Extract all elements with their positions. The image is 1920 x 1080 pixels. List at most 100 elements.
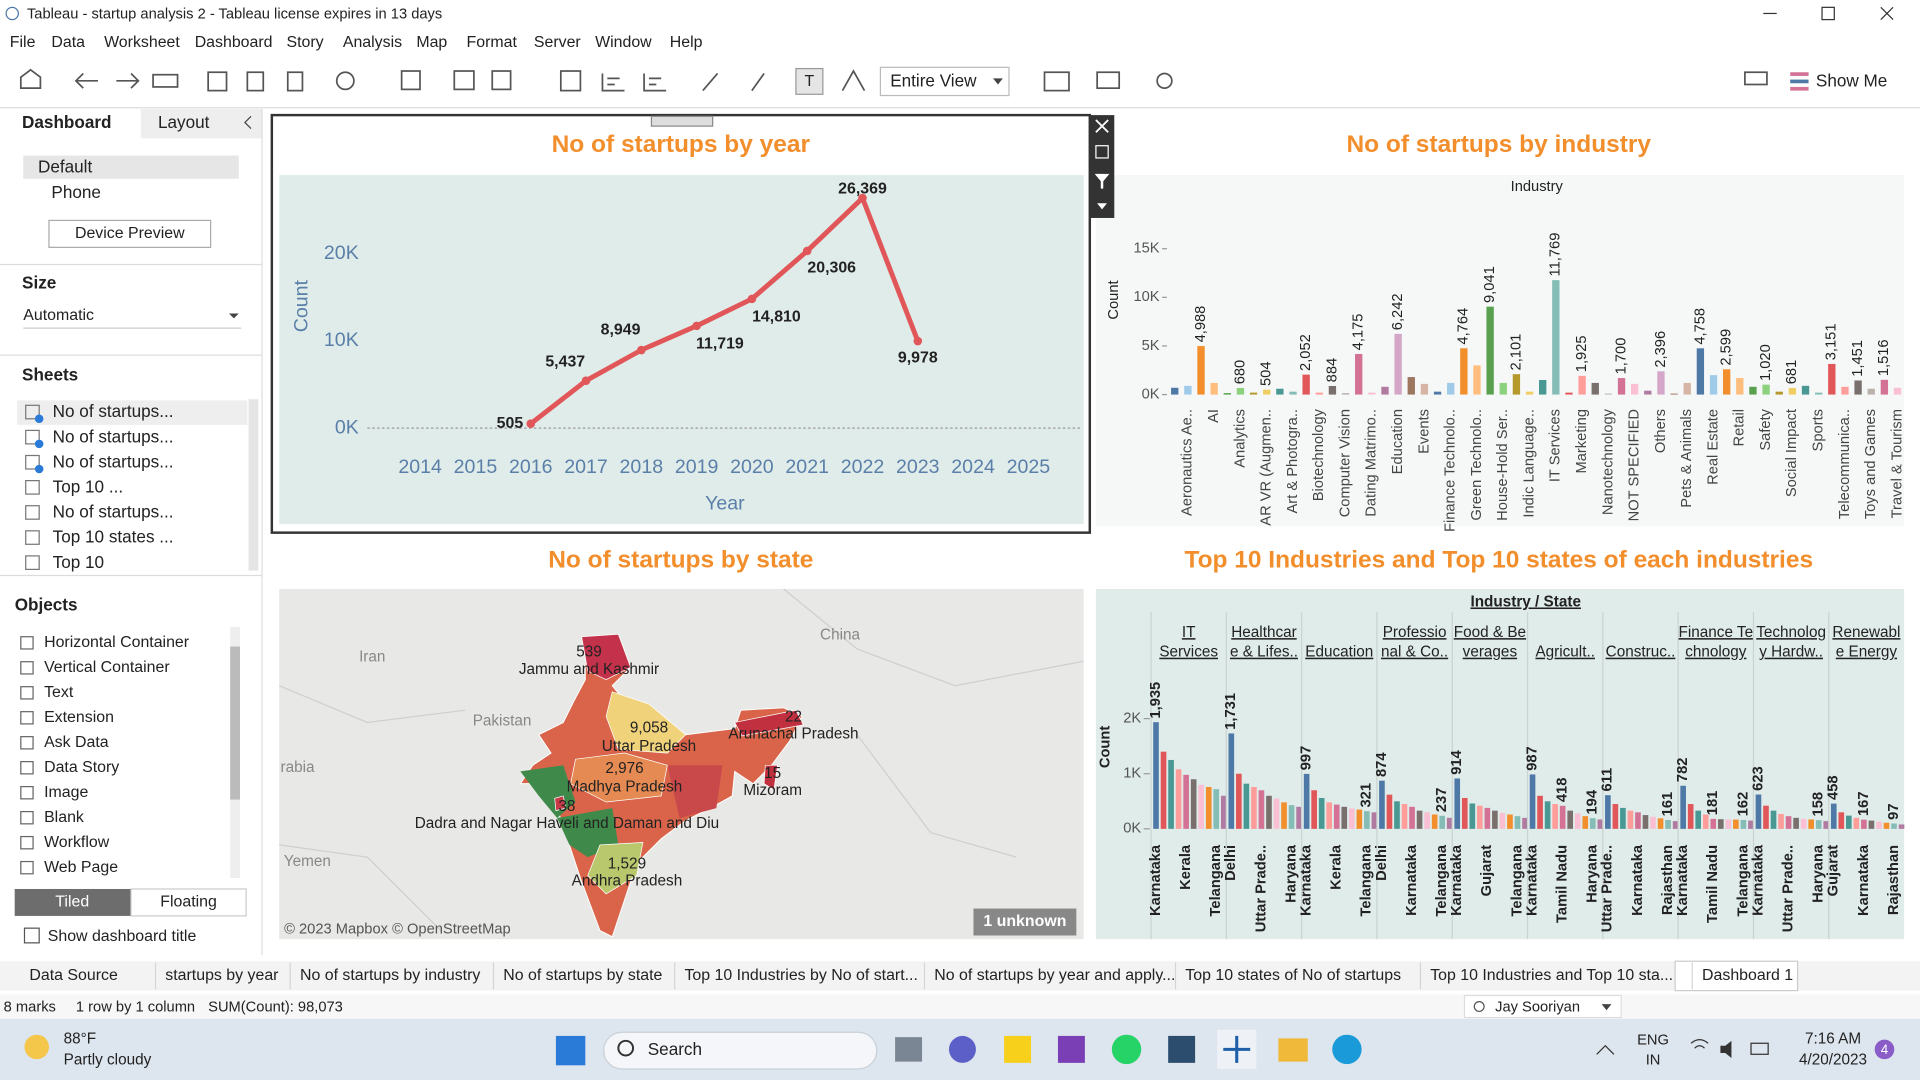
bar: [1315, 392, 1323, 395]
floating-button[interactable]: [130, 888, 247, 917]
object-item[interactable]: Data Story: [44, 759, 119, 776]
sheet-tab[interactable]: No of startups by state: [503, 967, 662, 984]
group-icon[interactable]: [751, 72, 765, 92]
filter-icon[interactable]: [1094, 173, 1110, 189]
move-handle[interactable]: [650, 115, 714, 127]
new-source-icon[interactable]: [246, 71, 265, 92]
device[interactable]: Phone: [51, 182, 101, 202]
more-icon[interactable]: [1097, 203, 1107, 210]
format-icon[interactable]: [1744, 71, 1768, 86]
object-item[interactable]: Text: [44, 684, 74, 701]
tiled-button[interactable]: [14, 888, 132, 916]
labels-toggle[interactable]: [795, 67, 824, 95]
start-button[interactable]: [555, 1035, 586, 1066]
sheet-tab[interactable]: Top 10 states of No of startups: [1185, 967, 1401, 984]
object-item[interactable]: Web Page: [44, 859, 118, 876]
search-box[interactable]: [603, 1031, 878, 1070]
menu-item[interactable]: Data: [51, 34, 85, 51]
clear-icon[interactable]: [491, 70, 512, 91]
object-item[interactable]: Blank: [44, 809, 84, 826]
sheet-tab[interactable]: No of startups by year and apply...: [934, 967, 1175, 984]
menu-item[interactable]: Format: [467, 34, 518, 51]
highlight-icon[interactable]: [702, 72, 719, 92]
pause-icon[interactable]: [286, 71, 304, 92]
sheet-item[interactable]: Top 10: [53, 552, 104, 572]
sheet-tab[interactable]: No of startups by industry: [300, 967, 480, 984]
save-icon[interactable]: [207, 71, 228, 92]
taskbar-app[interactable]: [1111, 1034, 1142, 1065]
sheet-item[interactable]: Top 10 ...: [53, 476, 123, 496]
sort-asc-icon[interactable]: [601, 73, 625, 92]
size-value[interactable]: Automatic: [23, 307, 94, 324]
taskbar-app[interactable]: [1332, 1034, 1362, 1065]
menu-item[interactable]: Server: [534, 34, 582, 51]
taskbar-app[interactable]: [1278, 1038, 1308, 1062]
sheet-item[interactable]: Top 10 states ...: [53, 527, 174, 547]
menu-item[interactable]: File: [10, 34, 36, 51]
sheet-tab[interactable]: startups by year: [165, 967, 279, 984]
menu-item[interactable]: Map: [416, 34, 447, 51]
presentation-icon[interactable]: [1096, 71, 1121, 90]
taskbar-app[interactable]: [1057, 1035, 1085, 1063]
taskbar-app[interactable]: [1168, 1035, 1196, 1063]
taskbar-app[interactable]: [1004, 1035, 1032, 1063]
swap-icon[interactable]: [559, 70, 582, 92]
share-icon[interactable]: [1156, 72, 1173, 90]
menu-item[interactable]: Dashboard: [195, 34, 273, 51]
view-dropdown[interactable]: [879, 66, 1010, 97]
collapse-icon[interactable]: [244, 115, 252, 130]
sort-desc-icon[interactable]: [643, 73, 667, 92]
sheet-item[interactable]: No of startups...: [53, 502, 174, 522]
menu-item[interactable]: Window: [595, 34, 652, 51]
user-icon: [1473, 1001, 1485, 1013]
scrollbar-thumb[interactable]: [230, 646, 240, 800]
bar: [1183, 774, 1189, 829]
new-sheet-icon[interactable]: [400, 70, 421, 91]
object-item[interactable]: Image: [44, 784, 88, 801]
dashboard-tab[interactable]: Dashboard: [22, 112, 111, 132]
menu-item[interactable]: Help: [670, 34, 703, 51]
device-preview-button[interactable]: [48, 219, 212, 248]
state-value: 2,976: [605, 760, 643, 777]
object-item[interactable]: Vertical Container: [44, 659, 170, 676]
user-box[interactable]: [1463, 994, 1622, 1019]
sheet-tab[interactable]: Data Source: [29, 967, 118, 984]
menu-item[interactable]: Worksheet: [104, 34, 180, 51]
undo-icon[interactable]: [74, 72, 98, 89]
goto-sheet-icon[interactable]: [1095, 145, 1109, 159]
sheet-tab[interactable]: Dashboard 1: [1702, 967, 1793, 984]
fix-axes-icon[interactable]: [841, 69, 866, 92]
object-item[interactable]: Horizontal Container: [44, 634, 190, 651]
close[interactable]: [1880, 6, 1894, 21]
object-item[interactable]: Workflow: [44, 834, 110, 851]
checkbox[interactable]: [23, 927, 40, 944]
tray-arrow[interactable]: [1596, 1044, 1615, 1055]
sheet-item[interactable]: No of startups...: [53, 451, 174, 471]
restore[interactable]: [1821, 6, 1835, 21]
object-item[interactable]: Extension: [44, 709, 114, 726]
redo-icon[interactable]: [116, 72, 140, 89]
data-label: 4,175: [1351, 314, 1367, 351]
taskbar-app[interactable]: [895, 1037, 923, 1062]
show-me[interactable]: Show Me: [1816, 71, 1887, 91]
home-icon[interactable]: [19, 68, 42, 90]
sheet-item[interactable]: No of startups...: [53, 426, 174, 446]
menu-item[interactable]: Analysis: [343, 34, 402, 51]
sheet-tab[interactable]: Top 10 Industries and Top 10 sta...: [1430, 967, 1673, 984]
remove-icon[interactable]: [1095, 119, 1109, 133]
scrollbar[interactable]: [248, 399, 259, 571]
layout-tab[interactable]: Layout: [158, 112, 210, 132]
unknown-badge[interactable]: [973, 908, 1077, 936]
sheet-tab[interactable]: Top 10 Industries by No of start...: [684, 967, 917, 984]
duplicate-icon[interactable]: [453, 70, 475, 91]
object-item[interactable]: Ask Data: [44, 734, 109, 751]
device[interactable]: Default: [38, 156, 93, 176]
cards-icon[interactable]: [1043, 71, 1070, 92]
notification-badge[interactable]: [1874, 1039, 1895, 1060]
selected-zone[interactable]: [270, 113, 1092, 534]
replace-icon[interactable]: [152, 73, 179, 88]
taskbar-app[interactable]: [948, 1035, 976, 1063]
sheet-item[interactable]: No of startups...: [53, 401, 174, 421]
menu-item[interactable]: Story: [287, 34, 324, 51]
refresh-icon[interactable]: [335, 71, 355, 91]
